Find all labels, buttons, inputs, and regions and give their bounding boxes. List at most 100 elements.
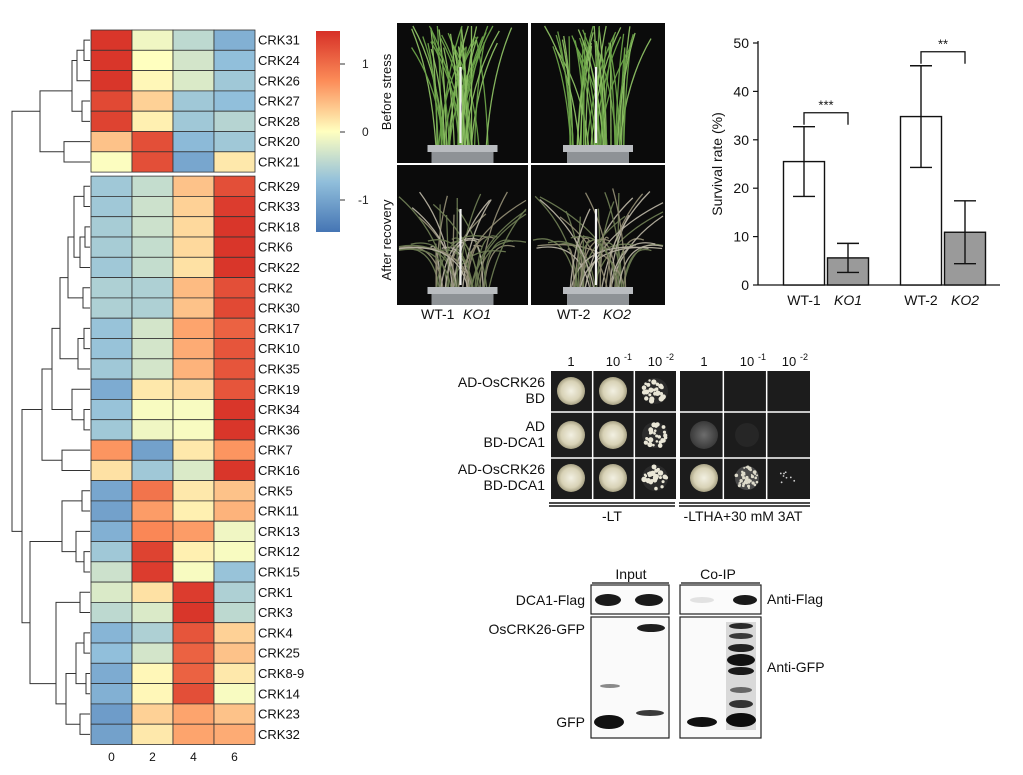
photo-wt1-after <box>397 165 528 305</box>
heatmap-row-label: CRK5 <box>258 483 293 498</box>
heatmap-cell <box>213 358 256 380</box>
photo-caption-ko1: KO1 <box>463 306 491 322</box>
error-bar <box>954 200 976 265</box>
blot-label-anti-flag: Anti-Flag <box>767 591 823 607</box>
heatmap-cell <box>131 439 174 461</box>
heatmap-cell <box>213 70 256 92</box>
heatmap-cell <box>131 358 174 380</box>
heatmap-cell <box>90 622 133 644</box>
y2h-row-label: AD <box>526 418 545 434</box>
heatmap-row-label: CRK11 <box>258 504 299 519</box>
heatmap-cell <box>131 622 174 644</box>
heatmap-cell <box>90 642 133 664</box>
row-label-after-recovery: After recovery <box>379 199 394 280</box>
heatmap-cell <box>90 419 133 441</box>
heatmap-cell <box>90 662 133 684</box>
heatmap-cell <box>172 398 215 421</box>
heatmap-cell <box>131 277 174 299</box>
heatmap-cell <box>213 131 256 153</box>
heatmap-cell <box>90 480 133 502</box>
heatmap-cell <box>90 338 133 360</box>
heatmap-cell <box>172 419 215 441</box>
blot-label-oscrk26-gfp: OsCRK26-GFP <box>489 621 585 637</box>
heatmap-cell <box>131 378 174 400</box>
heatmap-row-label: CRK13 <box>258 524 300 539</box>
heatmap-cell <box>131 398 174 421</box>
heatmap-cell <box>131 561 174 583</box>
heatmap-cell <box>131 419 174 441</box>
heatmap-row-label: CRK4 <box>258 625 293 640</box>
heatmap-cell <box>213 683 256 705</box>
heatmap-cell <box>90 256 133 278</box>
heatmap-cell <box>131 110 174 132</box>
heatmap-cell <box>213 581 256 603</box>
heatmap-cell <box>172 500 215 522</box>
heatmap-cell <box>213 236 256 258</box>
heatmap-row-label: CRK32 <box>258 727 300 742</box>
heatmap-cell <box>90 398 133 421</box>
medium-label-lt: -LT <box>602 508 622 524</box>
heatmap-cell <box>90 131 133 153</box>
heatmap-row-label: CRK15 <box>258 564 300 579</box>
heatmap-cell <box>213 90 256 112</box>
heatmap-cell <box>172 236 215 258</box>
heatmap-cell <box>213 500 256 522</box>
heatmap-cell <box>131 29 174 51</box>
heatmap-row-label: CRK6 <box>258 240 293 255</box>
y2h-row-label: BD-DCA1 <box>484 477 546 493</box>
photo-ko2-before <box>531 23 665 163</box>
heatmap-cell <box>213 317 256 339</box>
heatmap-cell <box>131 581 174 603</box>
dilution-label: 1 <box>567 354 574 369</box>
photo-caption-ko2: KO2 <box>603 306 631 322</box>
heatmap-cell <box>90 602 133 624</box>
heatmap-cell <box>131 683 174 705</box>
heatmap-row-label: CRK14 <box>258 686 300 701</box>
photo-caption-wt2: WT-2 <box>557 306 591 322</box>
heatmap-grid <box>90 29 256 745</box>
medium-label-ltha: -LTHA+30 mM 3AT <box>684 508 803 524</box>
heatmap-cell <box>90 683 133 705</box>
photo-wt1-before <box>397 23 528 163</box>
heatmap-cell <box>131 642 174 664</box>
significance-label: ** <box>938 37 948 52</box>
dilution-exponent: -1 <box>758 352 766 362</box>
error-bar <box>837 242 859 274</box>
error-bar <box>793 126 815 198</box>
heatmap-cell <box>213 338 256 360</box>
heatmap-row-label: CRK33 <box>258 199 300 214</box>
heatmap-cell <box>90 216 133 238</box>
heatmap-cell <box>172 151 215 173</box>
heatmap-cell <box>90 703 133 725</box>
heatmap-cell <box>213 703 256 725</box>
colorbar-tick-label: 1 <box>362 57 369 71</box>
heatmap-cell <box>131 70 174 92</box>
heatmap-cell <box>172 480 215 502</box>
yeast-two-hybrid-panel: 1 10 -1 10 -2 1 10 -1 10 -2 AD-OsCRK26BDADBD-DCA1… <box>458 352 810 524</box>
colorbar-gradient <box>316 31 340 232</box>
heatmap-cell <box>172 175 215 197</box>
heatmap-row-label: CRK16 <box>258 463 300 478</box>
heatmap-cell <box>213 256 256 278</box>
significance-bracket <box>803 112 849 125</box>
photo-ko2-after <box>531 165 665 305</box>
heatmap-cell <box>90 723 133 745</box>
heatmap-cell <box>90 297 133 319</box>
heatmap-cell <box>172 317 215 339</box>
heatmap-cell <box>172 378 215 400</box>
heatmap-row-label: CRK35 <box>258 361 300 376</box>
heatmap-cell <box>172 338 215 360</box>
heatmap-row-label: CRK36 <box>258 422 300 437</box>
heatmap-cell <box>172 216 215 238</box>
heatmap-row-label: CRK17 <box>258 321 300 336</box>
heatmap-cell <box>90 541 133 563</box>
heatmap-column-label: 2 <box>149 750 156 764</box>
heatmap-cell <box>213 561 256 583</box>
heatmap-cell <box>172 256 215 278</box>
dilution-label: 10 <box>606 354 620 369</box>
heatmap-cell <box>131 90 174 112</box>
heatmap-cell <box>172 70 215 92</box>
heatmap-cell <box>90 195 133 218</box>
heatmap-row-label: CRK19 <box>258 382 300 397</box>
